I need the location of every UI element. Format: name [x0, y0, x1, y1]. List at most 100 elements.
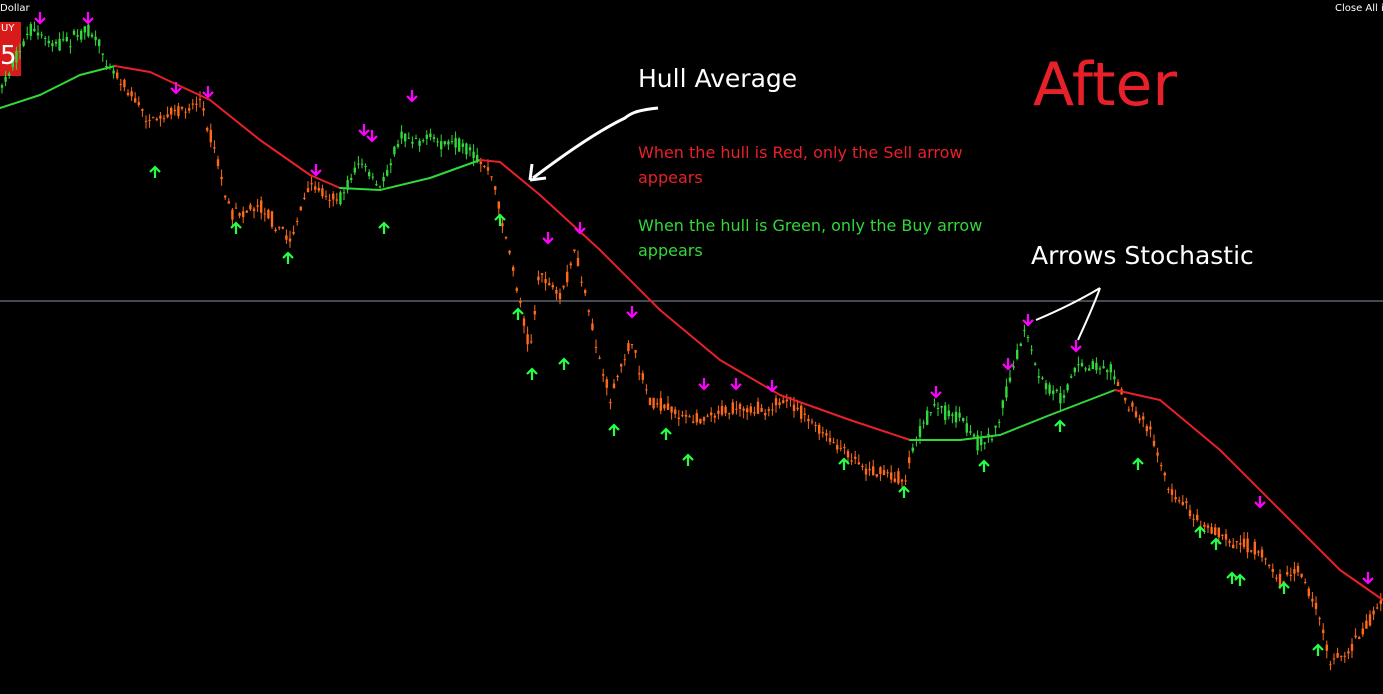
candle-body	[396, 144, 400, 147]
candle-body	[1242, 538, 1246, 547]
candle-body	[90, 34, 94, 37]
sell-arrow	[1002, 358, 1014, 371]
candle-body	[1156, 452, 1159, 456]
candle-body	[360, 163, 364, 165]
candle-body	[177, 106, 180, 117]
candle-body	[263, 213, 266, 215]
candle-body	[443, 141, 446, 145]
candle-body	[1264, 558, 1267, 560]
candle-body	[587, 310, 590, 312]
candle-body	[681, 415, 684, 417]
candle-body	[94, 36, 97, 41]
sell-arrow	[730, 378, 742, 391]
candle-body	[792, 404, 796, 411]
hull-average	[849, 419, 911, 441]
candle-body	[530, 341, 533, 343]
candle-body	[83, 26, 86, 33]
candle-body	[929, 412, 932, 414]
candle-body	[148, 119, 151, 121]
candle-body	[1275, 577, 1278, 579]
candle-body	[1095, 362, 1098, 371]
candle-body	[980, 438, 983, 446]
candle-body	[519, 300, 522, 304]
candle-body	[126, 92, 130, 96]
candle-body	[1134, 411, 1138, 417]
candle-body	[231, 209, 234, 220]
candle-body	[310, 183, 313, 185]
candle-body	[1257, 551, 1260, 553]
hull-average	[1049, 389, 1116, 416]
candle-body	[666, 403, 670, 410]
candle-body	[900, 479, 904, 482]
candle-body	[486, 167, 490, 171]
candle-body	[65, 37, 68, 42]
candle-body	[634, 350, 637, 353]
candle-body	[494, 186, 497, 190]
buy-button[interactable]	[0, 22, 21, 76]
sell-arrow	[626, 306, 638, 319]
buy-price[interactable]: 5	[0, 41, 17, 71]
candle-body	[594, 346, 598, 348]
candle-body	[1066, 384, 1069, 391]
candle-body	[1124, 397, 1127, 401]
candle-body	[969, 431, 972, 433]
candle-body	[933, 404, 936, 406]
candle-body	[314, 186, 317, 190]
candle-body	[26, 33, 29, 36]
candle-body	[803, 413, 806, 415]
candle-body	[1174, 497, 1177, 500]
candle-body	[893, 478, 896, 482]
candle-body	[418, 140, 421, 146]
hull-average	[114, 65, 151, 73]
candle-body	[1145, 426, 1148, 432]
candle-body	[1278, 574, 1282, 587]
candle-body	[123, 79, 126, 88]
candle-body	[209, 129, 212, 143]
candle-body	[357, 163, 360, 165]
candle-body	[144, 120, 148, 122]
candle-body	[756, 401, 760, 414]
candle-body	[558, 293, 562, 300]
candle-body	[807, 418, 810, 422]
candle-body	[479, 161, 482, 165]
candle-body	[1239, 542, 1242, 545]
candle-body	[717, 410, 720, 414]
hull-average	[379, 177, 431, 191]
candle-body	[256, 205, 259, 207]
buy-label[interactable]: UY	[1, 23, 15, 34]
hull-average	[339, 187, 381, 191]
candle-body	[1008, 377, 1012, 382]
candle-body	[242, 211, 245, 217]
candle-body	[47, 40, 50, 44]
candle-body	[332, 193, 335, 200]
candle-body	[29, 24, 32, 36]
candle-body	[238, 213, 241, 216]
candle-body	[648, 397, 652, 406]
candle-body	[598, 357, 601, 359]
hull-average	[149, 71, 211, 101]
candle-body	[562, 285, 565, 288]
candle-body	[609, 401, 612, 404]
sell-arrow	[202, 86, 214, 99]
close-all-button[interactable]: Close All in	[1335, 3, 1383, 14]
candle-body	[1286, 572, 1289, 575]
candle-body	[742, 408, 745, 411]
candle-body	[465, 143, 468, 155]
candle-body	[1293, 568, 1296, 574]
candle-body	[1314, 602, 1318, 609]
candle-body	[278, 227, 281, 229]
candle-body	[922, 422, 925, 424]
buy-arrow	[1226, 571, 1238, 584]
candle-body	[728, 413, 731, 415]
candle-body	[339, 192, 342, 205]
candle-body	[234, 207, 238, 209]
candle-body	[472, 151, 475, 159]
candle-body	[1178, 500, 1181, 502]
candle-body	[616, 375, 619, 378]
candle-body	[184, 111, 187, 113]
candle-body	[1019, 343, 1022, 347]
hull-average	[1279, 509, 1341, 571]
buy-arrow	[526, 367, 538, 380]
candle-body	[692, 421, 695, 423]
candle-body	[1109, 364, 1112, 373]
